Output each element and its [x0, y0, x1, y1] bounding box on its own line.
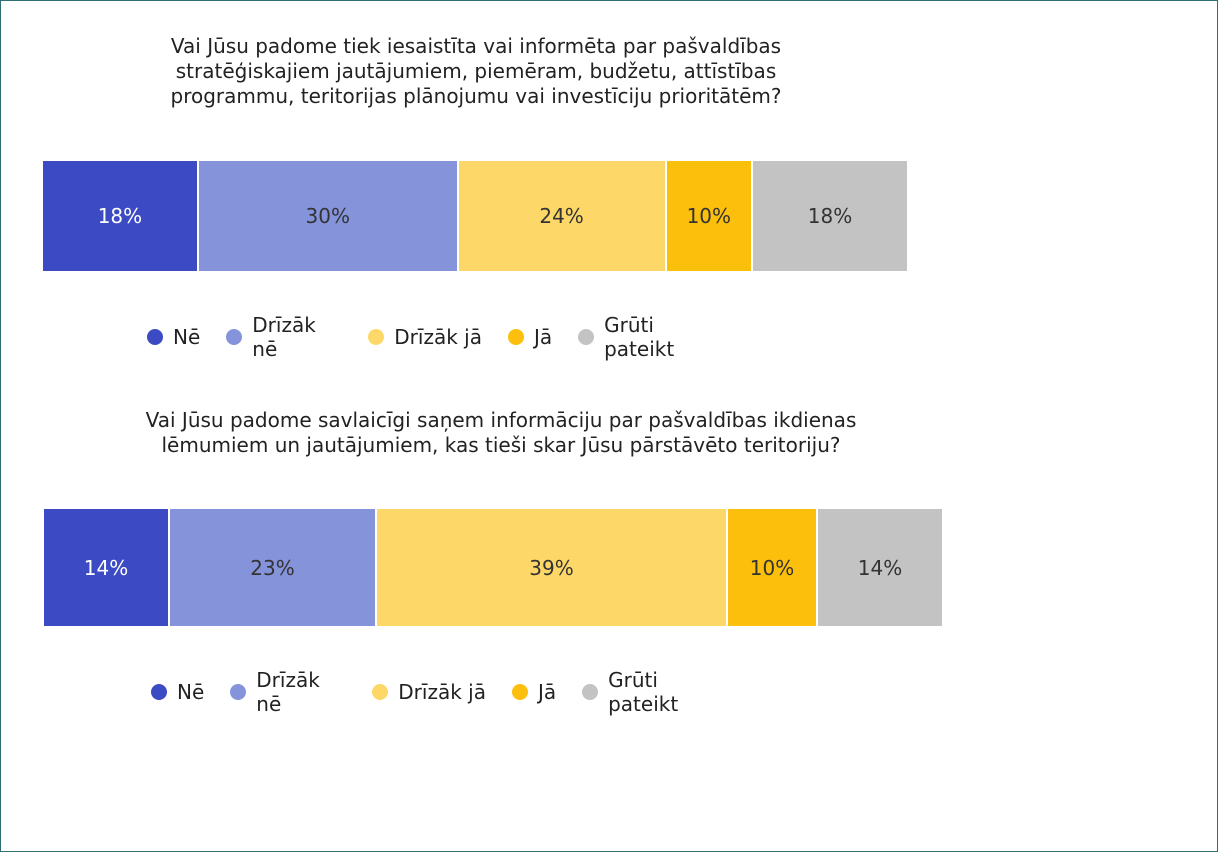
legend-item: Grūti pateikt: [578, 313, 694, 361]
legend-swatch: [368, 329, 385, 345]
data-label: 18%: [807, 204, 853, 228]
bar-segment: 39%: [377, 509, 728, 626]
legend-swatch: [582, 684, 599, 700]
chart-title: Vai Jūsu padome savlaicīgi saņem informā…: [145, 408, 857, 457]
legend-item: Drīzāk jā: [372, 680, 486, 704]
data-label: 14%: [857, 555, 903, 580]
bar-segment: 14%: [44, 509, 170, 626]
data-label: 23%: [250, 555, 295, 580]
bar-segment: 23%: [170, 509, 377, 626]
legend-label: Grūti pateikt: [608, 668, 679, 716]
bar-segment: 30%: [198, 161, 459, 271]
legend-label: Drīzāk nē: [252, 313, 316, 361]
stacked-bar: 18% 30% 24% 10% 18%: [43, 161, 909, 271]
legend-item: Nē: [151, 680, 204, 704]
legend: Nē Drīzāk nē Drīzāk jā Jā Grūti pateikt: [147, 309, 720, 365]
chart-title: Vai Jūsu padome tiek iesaistīta vai info…: [170, 34, 782, 108]
legend-swatch: [507, 329, 524, 345]
legend-label: Grūti pateikt: [604, 313, 675, 361]
bar-segment: 10%: [666, 161, 754, 271]
data-label: 39%: [529, 555, 574, 580]
legend: Nē Drīzāk nē Drīzāk jā Jā Grūti pateikt: [151, 664, 724, 720]
data-label: 14%: [83, 555, 129, 580]
legend-label: Drīzāk jā: [394, 325, 482, 349]
legend-swatch: [230, 684, 247, 700]
legend-swatch: [151, 684, 167, 700]
legend-swatch: [147, 329, 163, 345]
bar-segment: 24%: [458, 161, 667, 271]
legend-item: Drīzāk nē: [230, 668, 346, 716]
legend-swatch: [578, 329, 595, 345]
bar-segment: 10%: [728, 509, 818, 626]
legend-swatch: [372, 684, 389, 700]
data-label: 10%: [686, 204, 732, 228]
legend-swatch: [511, 684, 528, 700]
bar-segment: 18%: [753, 161, 909, 271]
bar-segment: 18%: [43, 161, 199, 271]
bar-segment: 14%: [818, 509, 944, 626]
data-label: 24%: [539, 204, 584, 228]
legend-item: Drīzāk nē: [226, 313, 342, 361]
data-label: 30%: [305, 204, 350, 228]
legend-label: Nē: [173, 325, 201, 349]
legend-item: Grūti pateikt: [582, 668, 698, 716]
legend-item: Jā: [507, 325, 553, 349]
legend-label: Nē: [177, 680, 205, 704]
data-label: 18%: [97, 204, 143, 228]
legend-label: Drīzāk jā: [398, 680, 486, 704]
stacked-bar: 14% 23% 39% 10% 14%: [44, 509, 944, 626]
legend-item: Jā: [511, 680, 557, 704]
legend-item: Drīzāk jā: [368, 325, 482, 349]
legend-label: Drīzāk nē: [256, 668, 320, 716]
data-label: 10%: [749, 555, 795, 580]
legend-label: Jā: [537, 680, 557, 704]
legend-item: Nē: [147, 325, 200, 349]
legend-label: Jā: [533, 325, 553, 349]
legend-swatch: [226, 329, 243, 345]
